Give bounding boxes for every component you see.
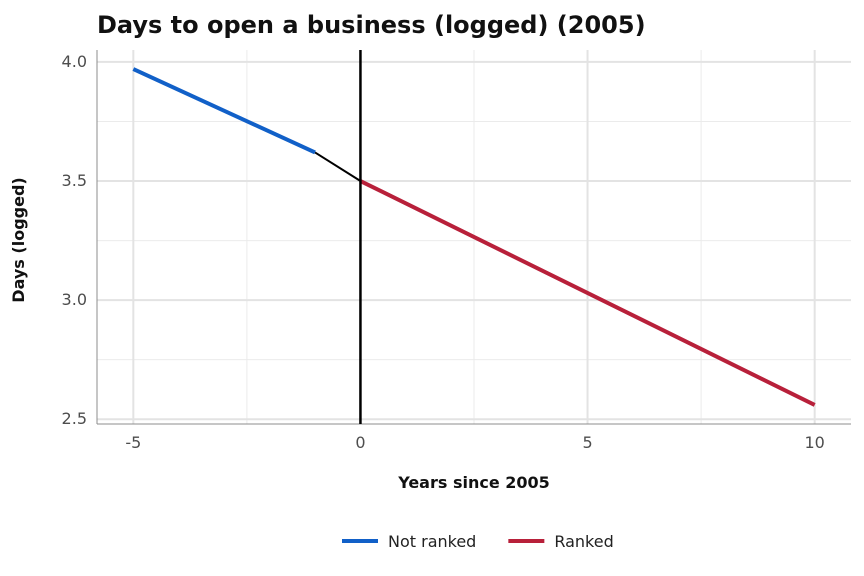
- legend: Not ranked Ranked: [342, 532, 614, 551]
- y-tick-label: 3.0: [62, 290, 87, 309]
- series-line-ranked: [359, 179, 816, 407]
- y-tick-label: 2.5: [62, 409, 87, 428]
- x-tick-label: 10: [804, 433, 824, 452]
- x-tick-label: -5: [125, 433, 141, 452]
- connector-line: [314, 151, 361, 182]
- x-axis-title: Years since 2005: [397, 473, 550, 492]
- chart-title: Days to open a business (logged) (2005): [97, 11, 646, 39]
- x-tick-label: 5: [582, 433, 592, 452]
- y-axis-title: Days (logged): [9, 177, 28, 302]
- series-line-not-ranked: [132, 67, 316, 155]
- legend-item-ranked: Ranked: [508, 532, 614, 551]
- legend-label-not-ranked: Not ranked: [388, 532, 476, 551]
- legend-label-ranked: Ranked: [554, 532, 613, 551]
- y-tick-label: 4.0: [62, 52, 87, 71]
- y-tick-label: 3.5: [62, 171, 87, 190]
- tick-labels: -5 0 5 10 2.5 3.0 3.5 4.0: [62, 52, 825, 452]
- x-tick-label: 0: [355, 433, 365, 452]
- plot-area: [132, 50, 816, 424]
- grid: [96, 50, 851, 425]
- legend-item-not-ranked: Not ranked: [342, 532, 476, 551]
